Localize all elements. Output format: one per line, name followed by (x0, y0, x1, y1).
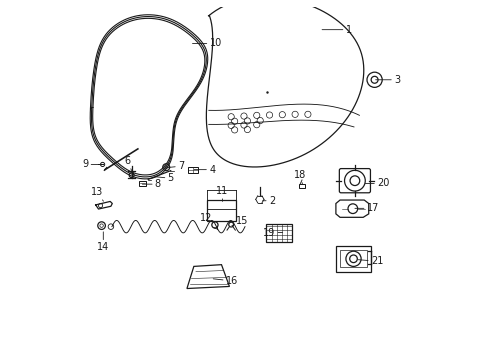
Text: 2: 2 (263, 196, 275, 206)
Text: 8: 8 (143, 179, 161, 189)
Text: 17: 17 (355, 203, 379, 213)
Text: 19: 19 (263, 228, 283, 238)
Text: 3: 3 (376, 75, 400, 85)
Bar (298, 184, 305, 188)
Text: 6: 6 (124, 156, 132, 171)
Text: 5: 5 (156, 173, 174, 183)
Text: 12: 12 (200, 213, 216, 225)
Bar (267, 224, 293, 242)
Bar (340, 250, 367, 267)
Bar (207, 200, 236, 221)
Bar (139, 181, 146, 185)
Text: 21: 21 (358, 256, 383, 266)
Text: 7: 7 (167, 161, 184, 171)
Text: 16: 16 (213, 276, 238, 286)
Text: 18: 18 (294, 170, 306, 184)
Bar (336, 246, 371, 271)
Bar (188, 167, 197, 173)
Text: 10: 10 (193, 39, 222, 49)
Text: 4: 4 (194, 165, 215, 175)
Text: 14: 14 (97, 232, 109, 252)
Text: 13: 13 (91, 187, 103, 201)
Text: 15: 15 (232, 216, 248, 226)
Text: 1: 1 (322, 25, 352, 35)
Text: 9: 9 (82, 159, 99, 170)
Text: 11: 11 (217, 186, 229, 201)
Text: 20: 20 (365, 179, 390, 188)
